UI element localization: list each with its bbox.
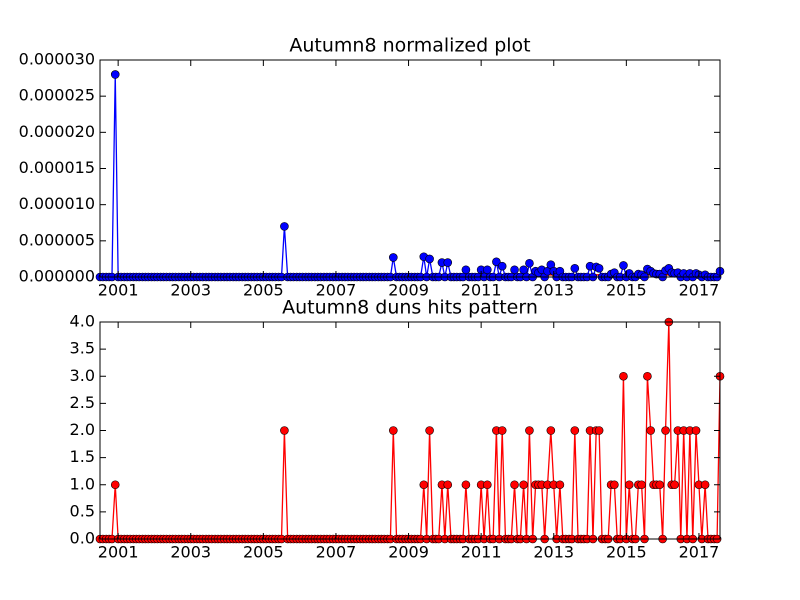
plot-area (95, 317, 725, 544)
series-line (100, 74, 721, 280)
x-tick-label: 2013 (533, 543, 574, 562)
marker (700, 480, 710, 490)
marker (419, 480, 429, 490)
marker (510, 480, 519, 490)
marker (610, 480, 619, 490)
marker (661, 426, 670, 435)
x-tick-label: 2003 (170, 543, 211, 562)
marker (619, 371, 628, 381)
y-tick-label: 0.0 (70, 529, 95, 548)
x-tick-label: 2011 (461, 281, 502, 300)
axes-frame (99, 321, 721, 540)
marker (510, 265, 519, 275)
y-tick-label: 0.000000 (19, 267, 95, 286)
y-tick-label: 0.5 (70, 501, 95, 520)
marker (497, 261, 507, 271)
x-tick-label: 2005 (243, 281, 284, 300)
x-tick-label: 2007 (316, 281, 357, 300)
marker (646, 426, 655, 435)
marker (492, 257, 501, 267)
marker (555, 480, 565, 490)
x-tick-label: 2001 (98, 281, 139, 300)
marker (525, 258, 534, 268)
marker (425, 254, 434, 264)
series-line (100, 321, 721, 540)
marker (519, 265, 528, 275)
marker (497, 426, 507, 435)
x-tick-label: 2003 (170, 281, 211, 300)
axes-frame (99, 59, 721, 278)
marker (425, 426, 434, 435)
marker (280, 222, 289, 231)
y-tick-label: 0.000015 (19, 158, 95, 177)
x-tick-label: 2017 (679, 281, 720, 300)
y-tick-label: 0.000010 (19, 194, 95, 213)
y-tick-label: 0.000025 (19, 86, 95, 105)
x-tick-label: 2009 (388, 281, 429, 300)
marker (389, 426, 398, 435)
x-tick-label: 2005 (243, 543, 284, 562)
marker (570, 264, 580, 273)
marker (670, 480, 679, 490)
marker (643, 371, 652, 381)
y-tick-label: 2.5 (70, 393, 95, 412)
marker (110, 70, 120, 79)
chart-title: Autumn8 normalized plot (289, 35, 530, 57)
marker (443, 480, 453, 490)
marker (483, 480, 492, 490)
marker (624, 480, 634, 490)
y-tick-label: 1.5 (70, 447, 95, 466)
marker (483, 265, 492, 275)
y-tick-label: 0.000005 (19, 230, 95, 249)
marker (443, 258, 453, 267)
plot-area (95, 70, 725, 282)
x-tick-label: 2009 (388, 543, 429, 562)
marker (594, 264, 604, 273)
marker (655, 480, 665, 490)
y-tick-label: 3.5 (70, 339, 95, 358)
marker (525, 426, 534, 435)
marker (461, 480, 471, 490)
x-tick-label: 2007 (316, 543, 357, 562)
marker (570, 426, 580, 435)
marker (619, 261, 628, 270)
marker (280, 426, 289, 435)
x-tick-label: 2015 (606, 543, 647, 562)
y-tick-label: 0.000030 (19, 50, 95, 69)
y-tick-label: 4.0 (70, 312, 95, 331)
marker (691, 426, 701, 435)
marker (461, 265, 471, 275)
marker (637, 480, 646, 490)
y-tick-label: 1.0 (70, 474, 95, 493)
x-tick-label: 2011 (461, 543, 502, 562)
x-tick-label: 2001 (98, 543, 139, 562)
y-tick-label: 2.0 (70, 420, 95, 439)
marker (594, 426, 604, 435)
marker (546, 426, 556, 435)
x-tick-label: 2013 (533, 281, 574, 300)
y-tick-label: 0.000020 (19, 122, 95, 141)
marker (389, 253, 398, 262)
marker (519, 480, 528, 490)
x-tick-label: 2017 (679, 543, 720, 562)
x-tick-label: 2015 (606, 281, 647, 300)
chart-title: Autumn8 duns hits pattern (282, 297, 538, 319)
y-tick-label: 3.0 (70, 366, 95, 385)
marker (110, 480, 120, 490)
